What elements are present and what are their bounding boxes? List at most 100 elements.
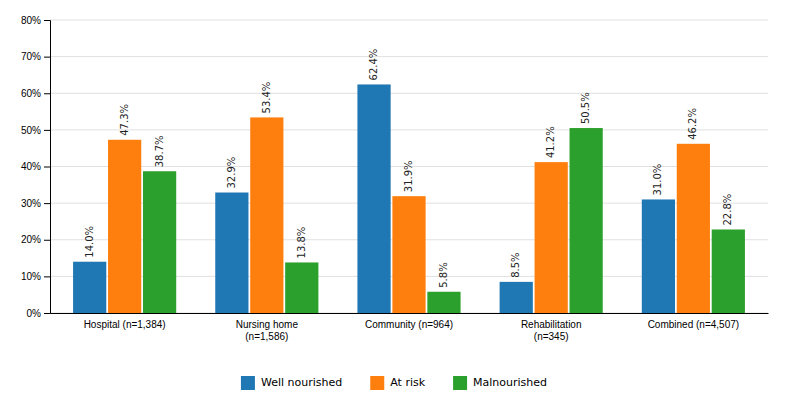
- legend-swatch: [370, 376, 384, 390]
- bar: [73, 262, 106, 313]
- bar: [357, 84, 390, 313]
- legend-swatch: [453, 376, 467, 390]
- bar: [285, 262, 318, 313]
- y-tick: 0%: [27, 308, 50, 319]
- tick-mark: [44, 93, 50, 94]
- data-label: 5.8%: [438, 262, 449, 287]
- bar: [143, 171, 176, 313]
- tick-label: Combined (n=4,507): [648, 319, 739, 330]
- series: [108, 117, 710, 313]
- data-label: 46.2%: [687, 108, 698, 140]
- tick-label: Rehabilitation(n=345): [521, 319, 582, 342]
- tick-label-line: Combined (n=4,507): [648, 319, 739, 330]
- legend-item: Well nourished: [241, 376, 342, 390]
- x-axis: Hospital (n=1,384) Nursing home(n=1,586) C…: [51, 314, 769, 343]
- bar: [677, 144, 710, 313]
- data-label: 53.4%: [261, 82, 272, 114]
- bar: [215, 193, 248, 313]
- legend-item: At risk: [370, 376, 425, 390]
- data-label: 31.9%: [403, 160, 414, 192]
- bar: [500, 282, 533, 313]
- data-label: 62.4%: [368, 49, 379, 81]
- grid-line: [50, 20, 768, 21]
- tick-label: 10%: [21, 271, 41, 282]
- legend-label: Well nourished: [261, 376, 342, 389]
- data-label: 14.0%: [84, 226, 95, 258]
- axis-line: [44, 21, 51, 314]
- y-tick: 80%: [21, 15, 50, 26]
- tick-label: 0%: [27, 308, 42, 319]
- grid-line: [50, 93, 768, 94]
- data-label: 32.9%: [226, 157, 237, 189]
- tick-label: Hospital (n=1,384): [84, 319, 166, 330]
- x-tick: Hospital (n=1,384): [84, 319, 166, 330]
- bar: [712, 229, 745, 313]
- tick-mark: [44, 240, 50, 241]
- tick-mark: [44, 167, 50, 168]
- x-tick: Combined (n=4,507): [648, 319, 739, 330]
- data-label: 31.0%: [652, 164, 663, 196]
- tick-label: 50%: [21, 125, 41, 136]
- tick-label: 40%: [21, 161, 41, 172]
- tick-label-line: Hospital (n=1,384): [84, 319, 166, 330]
- tick-label: Nursing home(n=1,586): [236, 319, 299, 342]
- legend-label: Malnourished: [473, 376, 547, 389]
- tick-label-line: Nursing home: [236, 319, 299, 330]
- chart: 0% 10% 20% 30% 40% 50% 60% 70% 80% Hospital (n=1,…: [0, 0, 788, 405]
- bar: [108, 140, 141, 313]
- y-tick: 70%: [21, 51, 50, 62]
- y-tick: 60%: [21, 88, 50, 99]
- tick-mark: [44, 203, 50, 204]
- x-tick: Community (n=964): [365, 319, 453, 330]
- tick-label: 60%: [21, 88, 41, 99]
- bar: [642, 199, 675, 313]
- data-label: 22.8%: [722, 194, 733, 226]
- plot: 0% 10% 20% 30% 40% 50% 60% 70% 80% Hospital (n=1,…: [21, 15, 769, 342]
- y-tick: 50%: [21, 125, 50, 136]
- tick-label-line: (n=1,586): [245, 331, 288, 342]
- bar: [250, 117, 283, 313]
- tick-label: 70%: [21, 51, 41, 62]
- y-tick: 40%: [21, 161, 50, 172]
- series: [73, 84, 675, 313]
- series: [143, 128, 745, 313]
- tick-mark: [44, 313, 50, 314]
- data-label: 41.2%: [545, 126, 556, 158]
- data-label: 50.5%: [580, 92, 591, 124]
- legend-swatch: [241, 376, 255, 390]
- tick-label: Community (n=964): [365, 319, 453, 330]
- data-label: 38.7%: [154, 135, 165, 167]
- y-tick: 20%: [21, 234, 50, 245]
- tick-mark: [44, 20, 50, 21]
- grid-line: [50, 129, 768, 130]
- y-tick: 30%: [21, 198, 50, 209]
- bars: [73, 84, 745, 313]
- tick-label-line: Rehabilitation: [521, 319, 582, 330]
- tick-mark: [44, 57, 50, 58]
- grid-line: [50, 56, 768, 57]
- tick-mark: [44, 276, 50, 277]
- x-tick: Rehabilitation(n=345): [521, 319, 582, 342]
- grid: [50, 20, 768, 313]
- tick-label: 80%: [21, 15, 41, 26]
- bar: [392, 196, 425, 313]
- y-axis: 0% 10% 20% 30% 40% 50% 60% 70% 80%: [21, 15, 51, 319]
- y-tick: 10%: [21, 271, 50, 282]
- data-label: 47.3%: [119, 104, 130, 136]
- tick-label: 20%: [21, 234, 41, 245]
- data-labels: 14.0% 32.9% 62.4% 8.5% 31.0% 47.3% 53.4% 31.9% 4…: [84, 49, 734, 288]
- bar: [570, 128, 603, 313]
- bar: [535, 162, 568, 313]
- legend-item: Malnourished: [453, 376, 547, 390]
- axis-line: [51, 313, 769, 314]
- tick-label-line: Community (n=964): [365, 319, 453, 330]
- legend-label: At risk: [390, 376, 425, 389]
- tick-mark: [44, 130, 50, 131]
- tick-label-line: (n=345): [534, 331, 569, 342]
- data-label: 8.5%: [510, 252, 521, 277]
- bar: [427, 292, 460, 313]
- data-label: 13.8%: [296, 227, 307, 259]
- x-tick: Nursing home(n=1,586): [236, 319, 299, 342]
- legend: Well nourished At risk Malnourished: [241, 376, 547, 390]
- tick-label: 30%: [21, 198, 41, 209]
